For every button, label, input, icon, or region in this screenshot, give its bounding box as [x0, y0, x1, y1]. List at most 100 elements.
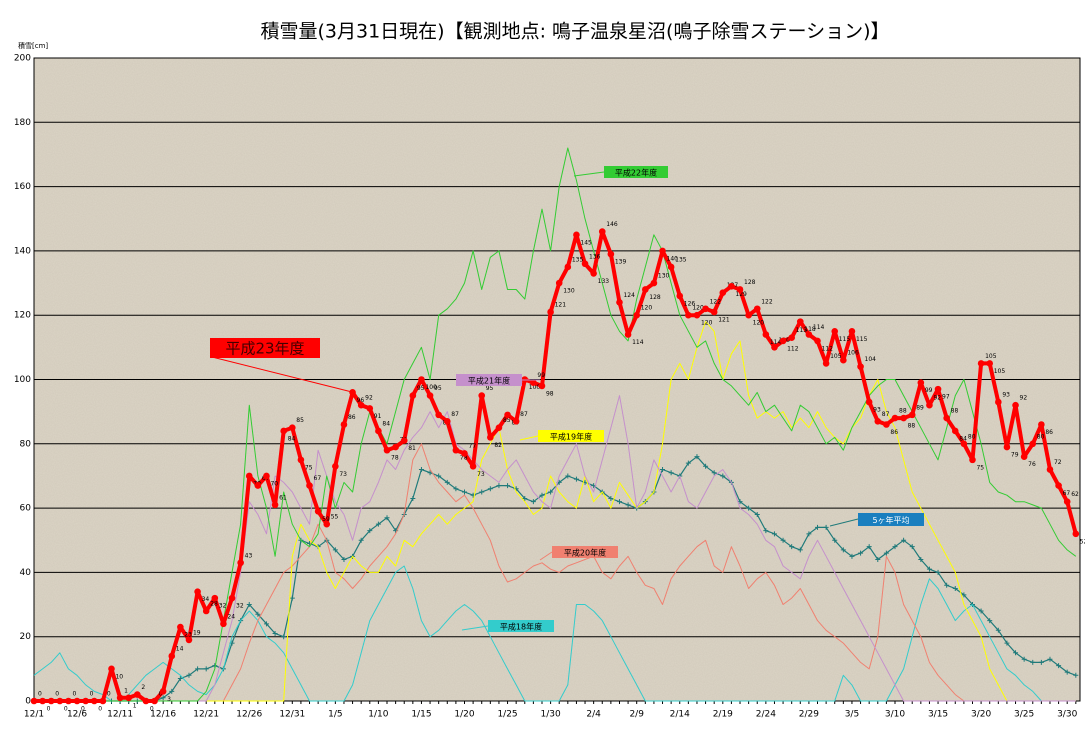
- avg-marker: [160, 695, 166, 701]
- data-point: [504, 411, 511, 419]
- data-label: 80: [968, 433, 976, 440]
- legend-label: 平成19年度: [550, 432, 592, 442]
- data-label: 140: [667, 255, 679, 262]
- avg-marker: [685, 460, 691, 466]
- avg-marker: [935, 569, 941, 575]
- data-label: 0: [81, 706, 85, 713]
- data-label: 34: [202, 596, 210, 603]
- data-label: 0: [98, 706, 102, 713]
- data-point: [805, 331, 813, 338]
- data-point: [926, 401, 933, 409]
- avg-marker: [711, 470, 717, 476]
- data-label: 146: [606, 221, 618, 228]
- legend-box: [210, 338, 320, 358]
- data-label: 52: [1080, 538, 1085, 545]
- data-label: 113: [796, 327, 808, 334]
- data-point: [142, 697, 150, 705]
- data-label: 55: [331, 514, 339, 521]
- data-point: [314, 508, 322, 515]
- data-label: 99: [537, 372, 545, 379]
- data-point: [426, 392, 434, 399]
- data-point: [254, 482, 262, 489]
- legend-leader: [829, 518, 859, 527]
- data-label: 43: [245, 552, 253, 559]
- avg-marker: [746, 505, 752, 511]
- data-label: 72: [1054, 459, 1062, 466]
- data-label: 24: [227, 613, 235, 620]
- data-label: 96: [357, 397, 365, 404]
- data-point: [90, 697, 98, 705]
- data-label: 88: [899, 408, 907, 415]
- data-label: 95: [486, 385, 494, 392]
- x-tick-label: 12/1: [24, 710, 44, 720]
- data-point: [624, 331, 632, 338]
- data-label: 0: [159, 691, 163, 698]
- avg-marker: [410, 495, 416, 501]
- avg-marker: [918, 557, 924, 563]
- data-label: 19: [193, 629, 201, 636]
- data-point: [771, 344, 778, 351]
- legend-label: 平成18年度: [500, 622, 542, 632]
- legend-label: 平成23年度: [225, 340, 304, 358]
- data-point: [332, 463, 339, 470]
- data-point: [177, 623, 184, 631]
- data-label: 115: [839, 336, 851, 343]
- data-point: [116, 694, 124, 702]
- data-point: [349, 389, 356, 396]
- data-label: 92: [365, 395, 373, 402]
- data-label: 105: [830, 353, 842, 360]
- data-point: [237, 559, 244, 567]
- data-label: 86: [890, 429, 898, 436]
- avg-marker: [203, 666, 209, 672]
- x-tick-label: 3/5: [845, 710, 859, 720]
- data-label: 122: [761, 298, 773, 305]
- data-point: [168, 652, 176, 660]
- avg-marker: [522, 495, 528, 501]
- data-label: 85: [296, 417, 304, 424]
- data-point: [159, 688, 167, 695]
- data-point: [392, 443, 399, 451]
- data-label: 73: [339, 471, 347, 478]
- data-point: [736, 286, 744, 293]
- data-point: [1029, 440, 1037, 448]
- data-label: 128: [744, 279, 756, 286]
- data-point: [728, 282, 735, 290]
- data-label: 122: [710, 298, 722, 305]
- legend-leader: [519, 435, 539, 441]
- avg-marker: [806, 531, 812, 537]
- data-label: 87: [520, 411, 528, 418]
- data-point: [409, 392, 417, 399]
- avg-marker: [832, 537, 838, 543]
- avg-marker: [1030, 659, 1036, 665]
- avg-marker: [565, 473, 571, 479]
- data-label: 135: [572, 256, 584, 263]
- avg-marker: [263, 621, 269, 627]
- avg-marker: [944, 582, 950, 588]
- legend-leader: [211, 356, 353, 393]
- data-label: 104: [865, 356, 877, 363]
- avg-marker: [926, 566, 932, 572]
- data-label: 87: [451, 411, 459, 418]
- avg-marker: [668, 470, 674, 476]
- data-point: [1063, 498, 1071, 505]
- series-line: [34, 147, 1077, 702]
- data-point: [822, 360, 830, 367]
- data-label: 82: [494, 442, 502, 449]
- data-label: 124: [623, 292, 635, 299]
- x-tick-label: 2/9: [629, 710, 644, 720]
- data-point: [211, 594, 219, 602]
- data-point: [280, 427, 287, 435]
- data-label: 86: [1045, 429, 1053, 436]
- x-tick-label: 3/10: [885, 710, 905, 720]
- data-point: [245, 472, 253, 480]
- x-tick-label: 3/15: [928, 710, 948, 720]
- data-label: 88: [951, 408, 959, 415]
- data-label: 84: [959, 435, 967, 442]
- data-label: 28: [210, 600, 218, 607]
- data-point: [710, 308, 718, 316]
- data-point: [883, 421, 890, 428]
- y-tick-label: 120: [14, 311, 31, 321]
- avg-marker: [797, 547, 803, 553]
- data-point: [1072, 530, 1080, 538]
- data-label: 130: [563, 288, 575, 295]
